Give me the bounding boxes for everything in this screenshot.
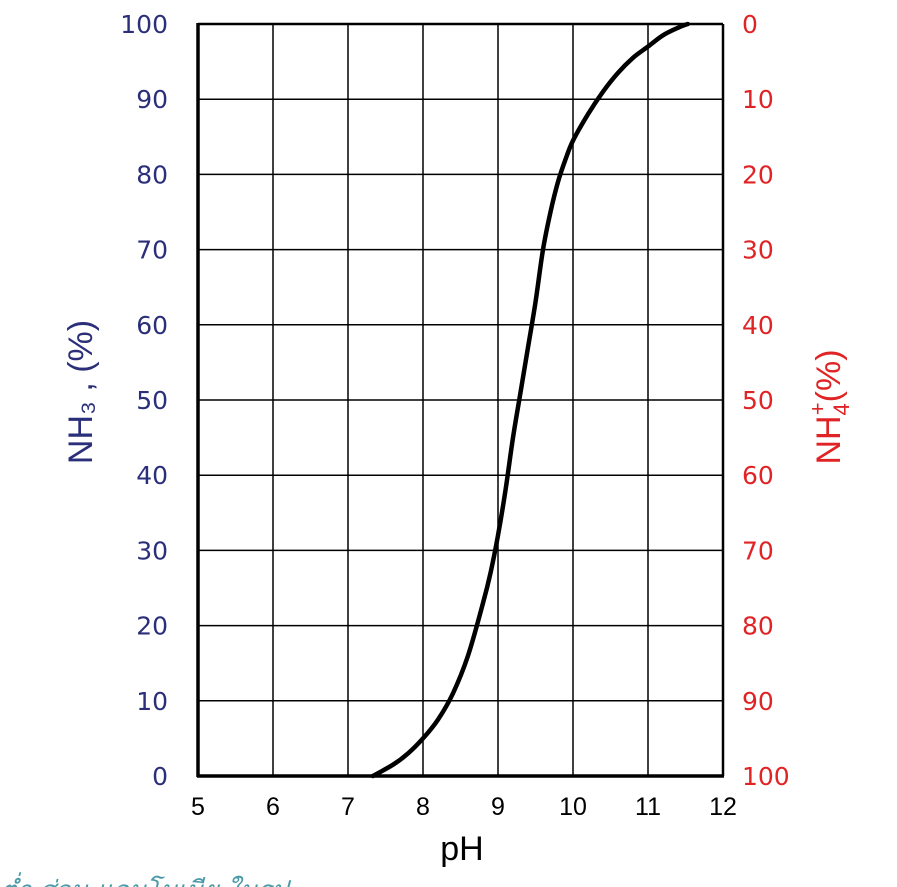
right-tick-label: 80 [742, 612, 774, 641]
x-tick-label: 9 [491, 793, 505, 821]
right-tick-label: 10 [742, 85, 774, 114]
left-y-tick-labels: 0 10 20 30 40 50 60 70 80 90 100 [120, 10, 168, 791]
x-tick-label: 11 [635, 793, 661, 821]
data-series [370, 21, 691, 779]
x-tick-label: 5 [191, 793, 205, 821]
right-tick-label: 100 [742, 762, 790, 791]
right-y-axis-title: NH4+(%) [805, 349, 854, 464]
left-tick-label: 90 [136, 85, 168, 114]
x-tick-labels: 5 6 7 8 9 10 11 12 [191, 793, 737, 821]
right-tick-label: 90 [742, 687, 774, 716]
left-tick-label: 10 [136, 687, 168, 716]
left-y-axis-title: NH₃ , (%) [62, 320, 100, 464]
right-tick-label: 20 [742, 160, 774, 189]
right-tick-label: 50 [742, 386, 774, 415]
right-tick-label: 60 [742, 461, 774, 490]
left-tick-label: 20 [136, 612, 168, 641]
ammonia-fraction-curve [370, 21, 691, 779]
left-tick-label: 40 [136, 461, 168, 490]
right-tick-label: 30 [742, 236, 774, 265]
right-y-axis-title-subscript: 4 [829, 403, 854, 415]
x-tick-label: 10 [559, 793, 587, 821]
plot-frame [196, 22, 725, 778]
right-tick-label: 70 [742, 536, 774, 565]
right-y-axis-title-suffix: (%) [810, 349, 848, 402]
left-tick-label: 0 [152, 762, 168, 791]
x-tick-label: 12 [709, 793, 737, 821]
left-tick-label: 100 [120, 10, 168, 39]
caption-text: ต่ำ ส่วน แอมโมเนีย ในรูป [0, 870, 897, 887]
x-axis-title: pH [440, 830, 483, 868]
left-tick-label: 30 [136, 536, 168, 565]
svg-text:NH4+(%): NH4+(%) [805, 349, 854, 464]
right-y-axis-title-base: NH [810, 415, 848, 464]
right-tick-label: 40 [742, 311, 774, 340]
right-y-axis-title-superscript: + [805, 402, 830, 415]
left-tick-label: 60 [136, 311, 168, 340]
x-tick-label: 7 [341, 793, 355, 821]
left-tick-label: 80 [136, 160, 168, 189]
left-tick-label: 70 [136, 236, 168, 265]
left-tick-label: 50 [136, 386, 168, 415]
right-tick-label: 0 [742, 10, 758, 39]
x-tick-label: 8 [416, 793, 430, 821]
x-tick-label: 6 [266, 793, 280, 821]
grid [197, 23, 724, 777]
